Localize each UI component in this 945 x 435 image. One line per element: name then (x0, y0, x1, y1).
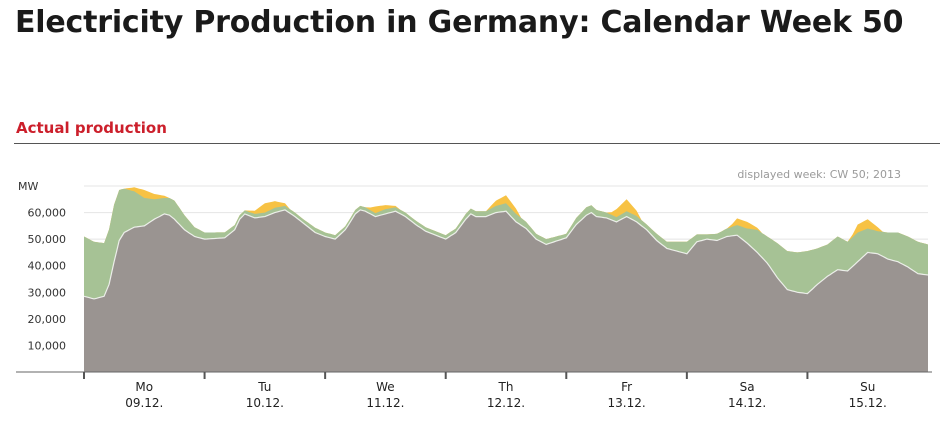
conventional-outline (83, 209, 929, 300)
x-day-label: Mo (135, 380, 153, 394)
x-day-label: Th (498, 380, 514, 394)
x-date-label: 15.12. (849, 396, 887, 410)
area-conventional (84, 209, 928, 372)
x-day-label: Fr (621, 380, 632, 394)
y-tick-label: 60,000 (28, 207, 67, 220)
y-tick-label: 10,000 (28, 339, 67, 352)
y-tick-label: 30,000 (28, 286, 67, 299)
y-tick-label: 50,000 (28, 233, 67, 246)
section-heading: Actual production (16, 119, 167, 137)
x-date-label: 10.12. (246, 396, 284, 410)
x-day-label: Sa (740, 380, 755, 394)
axes: 10,000 20,000 30,000 40,000 50,000 60,000 MW Mo… (16, 180, 932, 410)
x-date-label: 13.12. (607, 396, 645, 410)
page-title: Electricity Production in Germany: Calen… (15, 5, 904, 40)
section-divider (14, 143, 940, 144)
x-day-label: Su (860, 380, 875, 394)
y-axis-unit-label: MW (18, 180, 38, 193)
x-day-label: Tu (257, 380, 271, 394)
stacked-areas (83, 187, 929, 372)
x-date-label: 14.12. (728, 396, 766, 410)
y-tick-label: 20,000 (28, 313, 67, 326)
y-tick-label: 40,000 (28, 260, 67, 273)
displayed-week-note: displayed week: CW 50; 2013 (737, 168, 901, 181)
x-day-label: We (376, 380, 395, 394)
x-date-label: 11.12. (366, 396, 404, 410)
x-date-label: 09.12. (125, 396, 163, 410)
x-date-label: 12.12. (487, 396, 525, 410)
